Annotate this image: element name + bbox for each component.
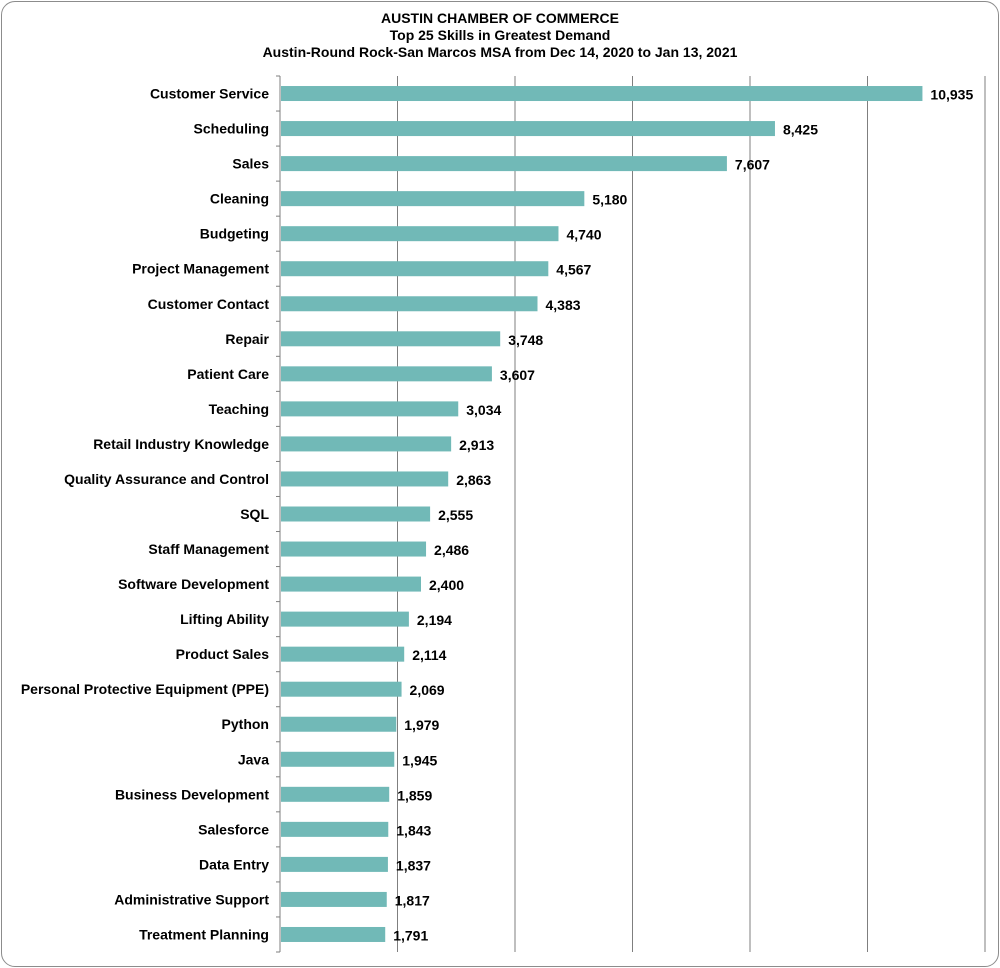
value-label: 4,383 xyxy=(546,297,581,313)
category-label: Treatment Planning xyxy=(139,926,269,942)
bar xyxy=(281,191,585,207)
category-label: Software Development xyxy=(118,576,269,592)
category-label: Scheduling xyxy=(194,121,269,137)
bar xyxy=(281,296,538,312)
value-label: 4,740 xyxy=(566,227,601,243)
value-label: 3,034 xyxy=(466,402,501,418)
bars xyxy=(281,86,923,942)
value-label: 7,607 xyxy=(735,157,770,173)
value-label: 1,945 xyxy=(402,752,437,768)
value-label: 2,863 xyxy=(456,472,491,488)
value-label: 5,180 xyxy=(592,192,627,208)
category-label: Customer Contact xyxy=(148,296,270,312)
category-label: SQL xyxy=(240,506,269,522)
bar xyxy=(281,506,431,522)
value-label: 2,400 xyxy=(429,577,464,593)
bar xyxy=(281,366,492,382)
category-label: Python xyxy=(222,716,269,732)
category-label: Repair xyxy=(225,331,269,347)
category-label: Salesforce xyxy=(198,821,269,837)
bar xyxy=(281,891,387,907)
bar xyxy=(281,681,402,697)
value-label: 1,817 xyxy=(395,892,430,908)
category-label: Product Sales xyxy=(176,646,270,662)
category-label: Staff Management xyxy=(148,541,269,557)
value-label: 3,748 xyxy=(508,332,543,348)
category-label: Administrative Support xyxy=(114,891,269,907)
value-label: 3,607 xyxy=(500,367,535,383)
value-label: 1,837 xyxy=(396,857,431,873)
value-label: 1,979 xyxy=(404,717,439,733)
category-label: Cleaning xyxy=(210,191,269,207)
value-label: 2,555 xyxy=(438,507,473,523)
bar xyxy=(281,226,559,242)
value-labels: 10,935 8,425 7,607 5,180 4,740 4,567 4,383 3,74… xyxy=(393,87,973,944)
bar xyxy=(281,541,427,557)
value-label: 2,486 xyxy=(434,542,469,558)
bar xyxy=(281,436,452,452)
category-label: Business Development xyxy=(115,786,269,802)
bar xyxy=(281,121,775,137)
value-label: 2,114 xyxy=(412,647,446,663)
category-label: Data Entry xyxy=(199,856,269,872)
chart-titles: AUSTIN CHAMBER OF COMMERCE Top 25 Skills… xyxy=(0,10,1000,61)
category-label: Lifting Ability xyxy=(180,611,269,627)
bar xyxy=(281,401,459,417)
chart-subtitle: Top 25 Skills in Greatest Demand xyxy=(389,27,611,43)
value-label: 4,567 xyxy=(556,262,591,278)
bar xyxy=(281,611,409,627)
category-label: Customer Service xyxy=(150,86,269,102)
value-label: 8,425 xyxy=(783,122,818,138)
bar xyxy=(281,86,923,102)
bar xyxy=(281,261,549,277)
value-label: 1,859 xyxy=(397,787,432,803)
category-label: Personal Protective Equipment (PPE) xyxy=(21,681,269,697)
bar xyxy=(281,786,390,802)
bar xyxy=(281,821,389,837)
bar xyxy=(281,751,395,767)
chart-subtitle-2: Austin-Round Rock-San Marcos MSA from De… xyxy=(262,44,738,60)
category-label: Java xyxy=(238,751,269,767)
bar xyxy=(281,156,727,172)
category-labels: Customer Service Scheduling Sales Cleaning B… xyxy=(21,86,270,943)
category-label: Sales xyxy=(232,156,269,172)
bar xyxy=(281,471,449,487)
bar xyxy=(281,926,386,942)
category-label: Project Management xyxy=(132,261,269,277)
bar xyxy=(281,576,421,592)
value-label: 2,913 xyxy=(459,437,494,453)
chart-title: AUSTIN CHAMBER OF COMMERCE xyxy=(381,10,619,26)
bar xyxy=(281,646,405,662)
category-label: Patient Care xyxy=(187,366,269,382)
category-label: Retail Industry Knowledge xyxy=(93,436,269,452)
value-label: 2,069 xyxy=(410,682,445,698)
value-label: 1,843 xyxy=(396,822,431,838)
value-label: 1,791 xyxy=(393,927,428,943)
bar xyxy=(281,856,388,872)
category-label: Budgeting xyxy=(200,226,269,242)
bar xyxy=(281,716,397,732)
bar xyxy=(281,331,501,347)
value-label: 10,935 xyxy=(930,87,973,103)
category-label: Teaching xyxy=(209,401,269,417)
category-label: Quality Assurance and Control xyxy=(64,471,269,487)
value-label: 2,194 xyxy=(417,612,452,628)
